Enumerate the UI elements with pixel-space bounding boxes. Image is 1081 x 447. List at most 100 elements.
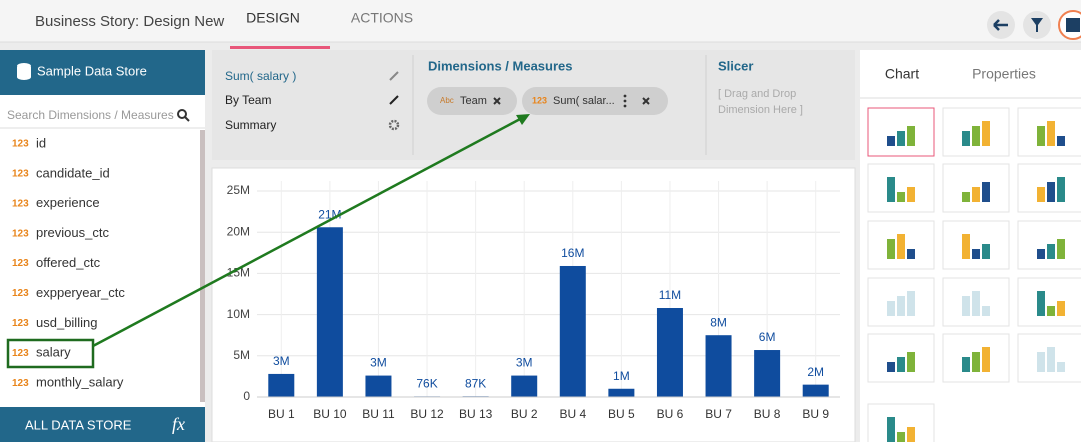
annotation-arrow — [92, 116, 523, 348]
chip-label: Team — [460, 95, 487, 107]
chart-type-glyph — [982, 182, 990, 202]
search-icon — [177, 109, 190, 122]
chart-type-glyph — [1057, 177, 1065, 202]
x-tick-label: BU 7 — [705, 407, 732, 421]
database-icon — [17, 63, 31, 80]
chart-type-glyph — [1057, 136, 1065, 146]
chart-type-glyph — [887, 136, 895, 146]
settings-icon[interactable] — [388, 119, 400, 131]
chart-type-glyph — [907, 126, 915, 146]
slicer-hint: Dimension Here ] — [718, 104, 803, 116]
field-name[interactable]: usd_billing — [36, 315, 97, 330]
field-name[interactable]: offered_ctc — [36, 255, 101, 270]
chart-type-glyph — [972, 291, 980, 316]
chip-type: Abc — [440, 96, 454, 105]
chart-type-button[interactable] — [942, 220, 1010, 270]
edit-icon[interactable] — [389, 71, 399, 81]
chart-type-glyph — [1057, 362, 1065, 372]
scrollbar — [200, 130, 205, 402]
data-label: 76K — [416, 377, 437, 391]
chart-type-glyph — [1037, 291, 1045, 316]
bar — [511, 375, 538, 397]
data-label: 8M — [710, 315, 727, 329]
chart-type-glyph — [962, 357, 970, 372]
chart-type-glyph — [1057, 239, 1065, 259]
arrow-head — [516, 114, 530, 125]
chip-menu[interactable] — [623, 94, 627, 108]
chart-type-glyph — [1037, 352, 1045, 372]
chip[interactable] — [522, 87, 668, 115]
field-name[interactable]: previous_ctc — [36, 225, 109, 240]
section-title: Dimensions / Measures — [428, 58, 573, 73]
chart-type-glyph — [1047, 306, 1055, 316]
x-tick-label: BU 6 — [657, 407, 684, 421]
chart-type-glyph — [972, 187, 980, 202]
edit-icon[interactable] — [389, 95, 399, 105]
field-type: 123 — [12, 198, 29, 209]
chart-type-glyph — [962, 296, 970, 316]
panel-title: Sample Data Store — [37, 63, 147, 78]
side-tab[interactable]: Chart — [885, 66, 919, 82]
bar — [365, 375, 392, 397]
config-item[interactable]: By Team — [225, 93, 271, 107]
bar — [268, 373, 295, 397]
chart-type-glyph — [897, 131, 905, 146]
field-type: 123 — [12, 348, 29, 359]
chart-type-glyph — [897, 234, 905, 259]
tab[interactable]: DESIGN — [246, 10, 300, 26]
chart-type-glyph — [887, 239, 895, 259]
chart-type-button[interactable] — [867, 163, 935, 213]
back-button[interactable] — [987, 11, 1015, 39]
tab-underline — [230, 46, 330, 49]
chart-type-glyph — [962, 234, 970, 259]
config-item[interactable]: Sum( salary ) — [225, 69, 296, 83]
field-name[interactable]: monthly_salary — [36, 375, 124, 390]
chart-area — [211, 167, 856, 443]
filter-button[interactable] — [1023, 11, 1051, 39]
chart-type-glyph — [1047, 347, 1055, 372]
field-name[interactable]: experience — [36, 195, 100, 210]
chip-remove[interactable] — [493, 97, 501, 105]
x-tick-label: BU 11 — [362, 407, 395, 421]
chart-type-glyph — [962, 131, 970, 146]
save-button[interactable] — [1058, 10, 1081, 40]
data-label: 3M — [370, 356, 387, 370]
chart-type-glyph — [887, 362, 895, 372]
chart-type-glyph — [907, 187, 915, 202]
x-tick-label: BU 2 — [511, 407, 538, 421]
chart-type-glyph — [897, 192, 905, 202]
search-placeholder[interactable]: Search Dimensions / Measures — [7, 108, 174, 122]
x-tick-label: BU 8 — [754, 407, 781, 421]
data-label: 3M — [273, 354, 290, 368]
panel-header — [0, 50, 205, 95]
chart-type-glyph — [1047, 182, 1055, 202]
chart-type-glyph — [982, 121, 990, 146]
field-type: 123 — [12, 378, 29, 389]
chart-type-glyph — [972, 352, 980, 372]
footer-label[interactable]: ALL DATA STORE — [25, 417, 132, 432]
chart-type-glyph — [887, 301, 895, 316]
data-label: 3M — [516, 356, 533, 370]
config-item[interactable]: Summary — [225, 118, 276, 132]
x-tick-label: BU 12 — [410, 407, 444, 421]
chart-type-glyph — [1037, 249, 1045, 259]
chip-remove[interactable] — [642, 97, 650, 105]
x-tick-label: BU 5 — [608, 407, 635, 421]
chart-type-glyph — [962, 192, 970, 202]
story-title: Business Story: Design New — [35, 13, 224, 30]
data-label: 11M — [659, 288, 681, 302]
field-name[interactable]: expperyear_ctc — [36, 285, 125, 300]
field-name[interactable]: id — [36, 135, 46, 150]
formula-icon[interactable]: fx — [172, 414, 185, 434]
chart-type-button[interactable] — [1017, 277, 1081, 327]
side-tab[interactable]: Properties — [972, 66, 1036, 82]
field-name[interactable]: candidate_id — [36, 165, 110, 180]
data-label: 87K — [465, 376, 486, 390]
chip[interactable] — [427, 87, 517, 115]
field-type: 123 — [12, 288, 29, 299]
field-name[interactable]: salary — [36, 345, 71, 360]
tab[interactable]: ACTIONS — [351, 10, 413, 26]
chart-type-glyph — [972, 126, 980, 146]
y-tick-label: 5M — [233, 348, 250, 362]
chart-type-glyph — [907, 427, 915, 442]
